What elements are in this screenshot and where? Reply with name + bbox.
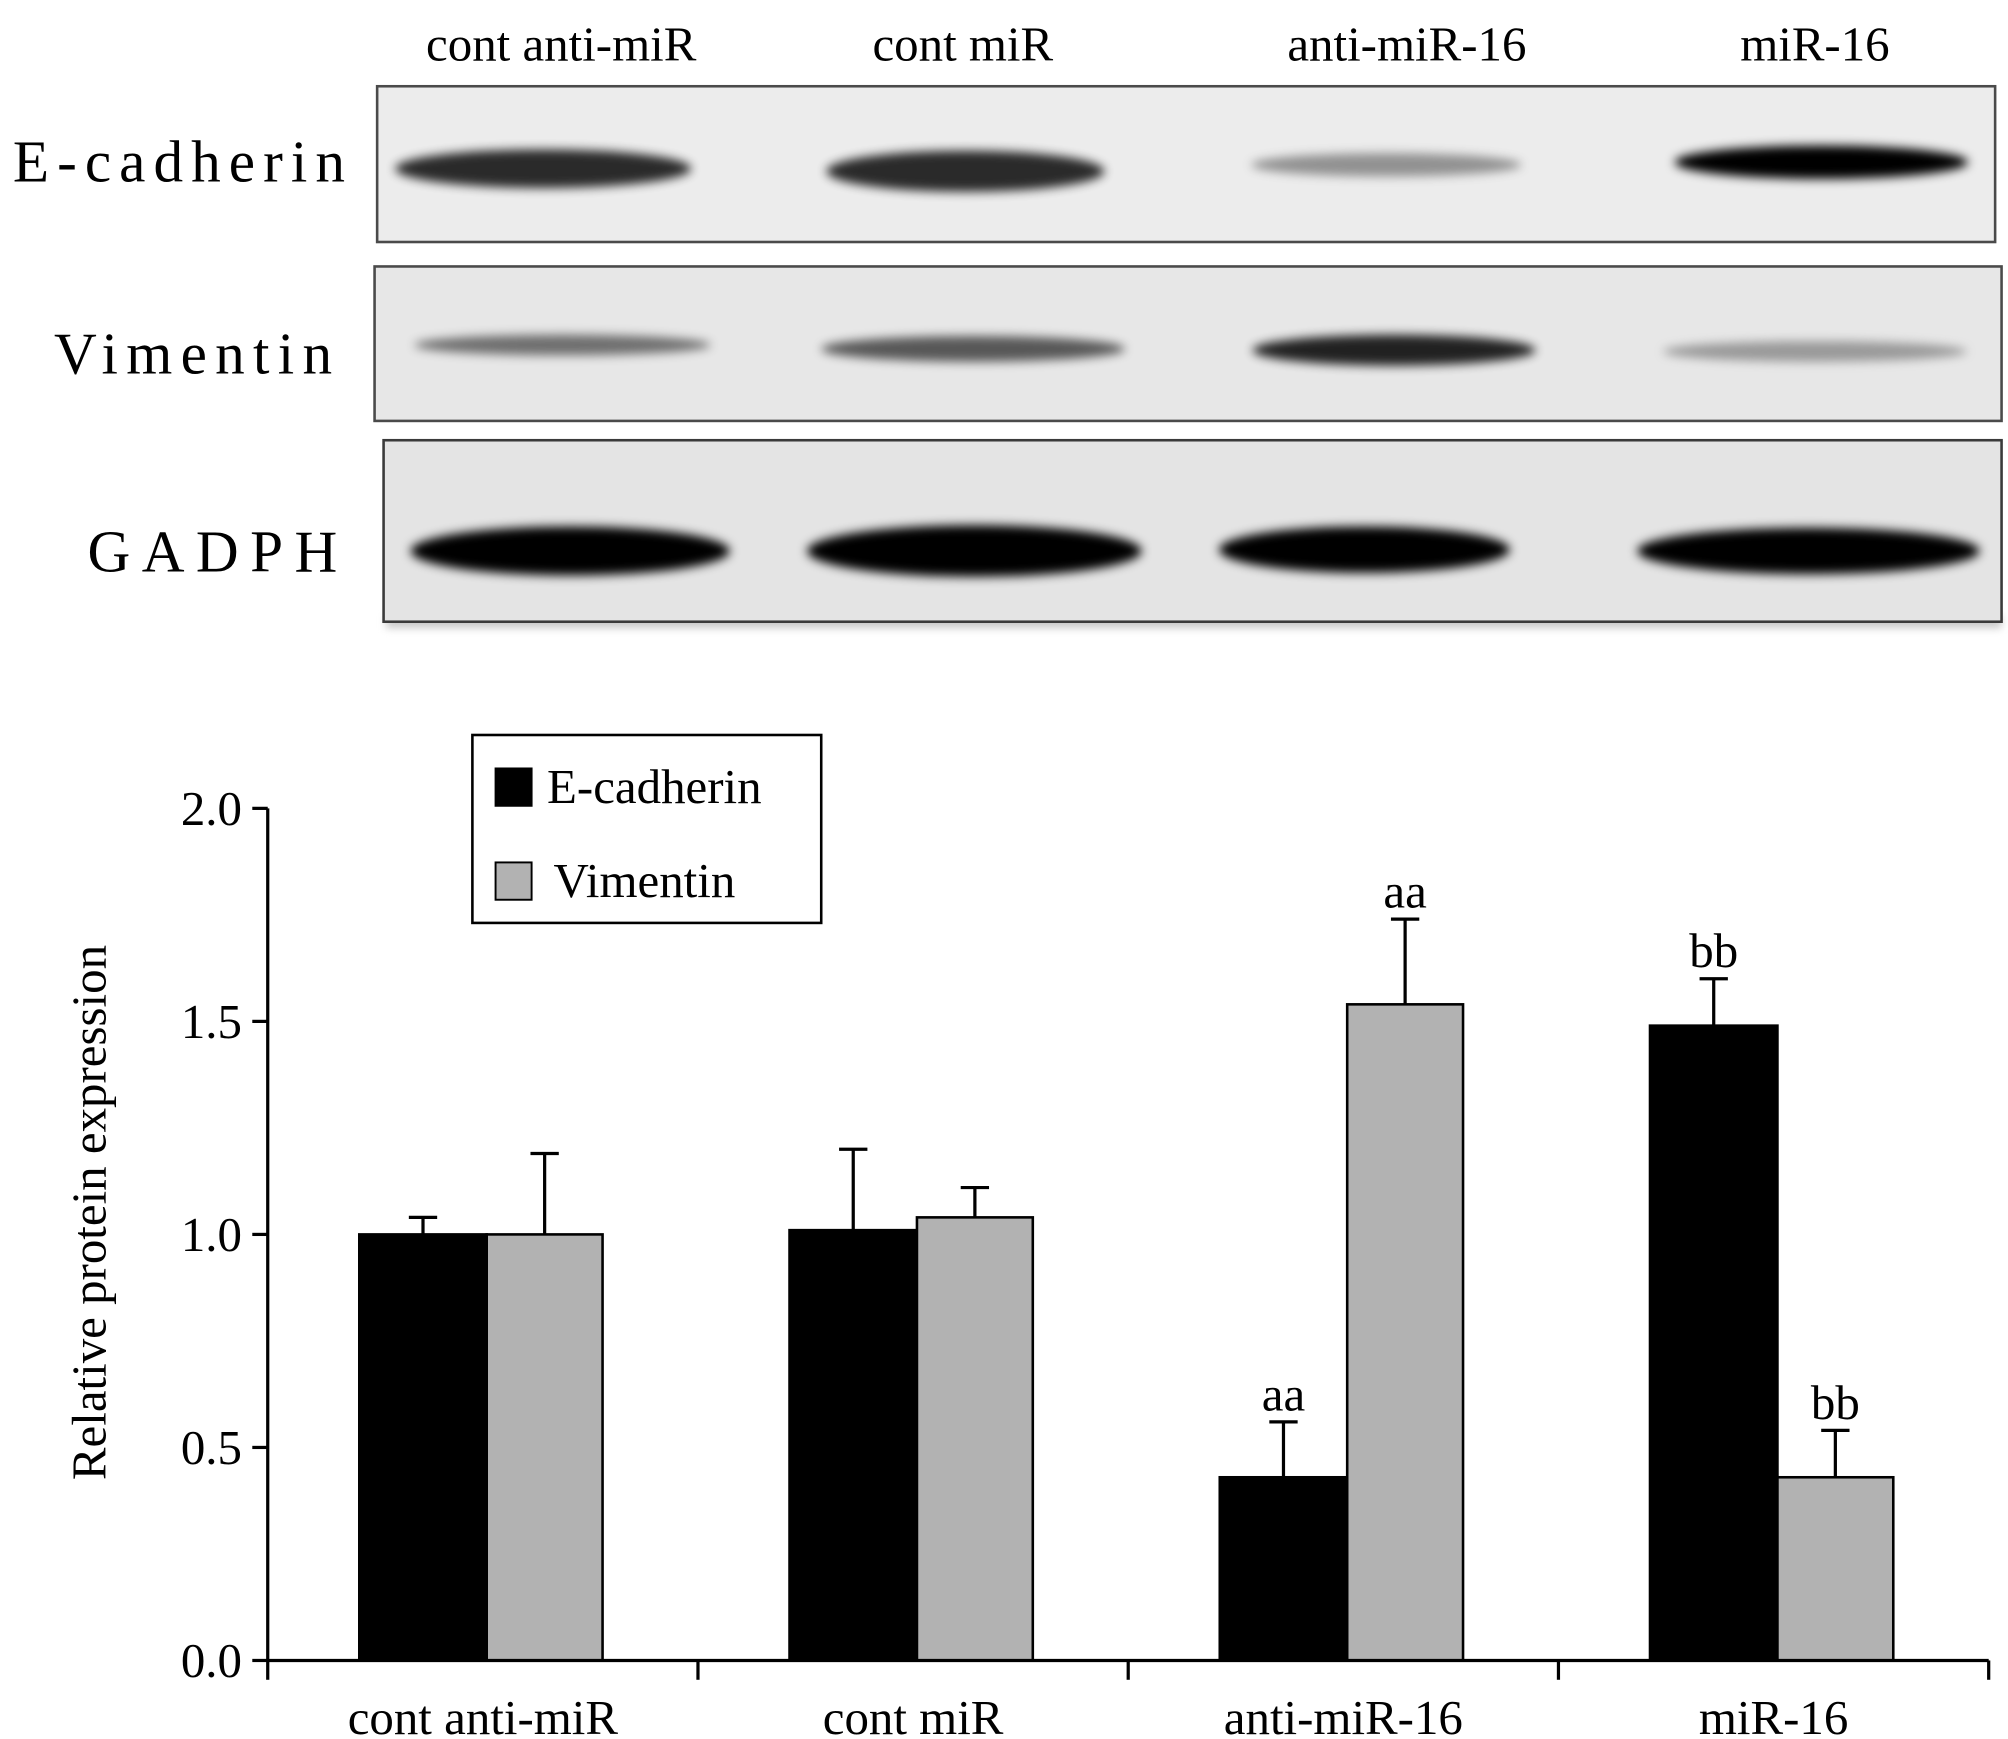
blot-row-label-gadph: GADPH bbox=[88, 519, 338, 585]
legend-swatch-vimentin bbox=[494, 861, 533, 901]
bar-e-cadherin-cont-anti-mir bbox=[357, 1233, 489, 1662]
axis-ticks: 0.0 0.5 1.0 1.5 2.0 cont anti-miR cont miR anti… bbox=[181, 781, 1991, 1739]
blot-lane-label-cont-anti-mir: cont anti-miR bbox=[426, 17, 697, 72]
blot-lane-label-anti-mir-16: anti-miR-16 bbox=[1287, 17, 1526, 72]
e-cadherin-band-lane-2 bbox=[826, 150, 1105, 192]
legend-label-vimentin: Vimentin bbox=[553, 853, 735, 908]
bar-vimentin-mir-16 bbox=[1776, 1475, 1895, 1662]
bar-e-cadherin-cont-mir bbox=[788, 1228, 919, 1662]
significance-label-e-cadherin-anti-mir-16: aa bbox=[1262, 1366, 1306, 1421]
bar-vimentin-cont-anti-mir bbox=[485, 1233, 604, 1662]
vimentin-band-lane-1 bbox=[414, 334, 711, 356]
y-tick-label: 0.5 bbox=[181, 1420, 242, 1475]
y-tick-label: 0.0 bbox=[181, 1633, 242, 1688]
x-tick-label: cont anti-miR bbox=[348, 1690, 619, 1739]
y-axis-label: Relative protein expression bbox=[62, 945, 117, 1480]
vimentin-band-lane-4 bbox=[1663, 341, 1967, 362]
bar-e-cadherin-mir-16 bbox=[1648, 1024, 1779, 1662]
x-tick-label: cont miR bbox=[823, 1690, 1004, 1739]
vimentin-band-lane-3 bbox=[1252, 334, 1536, 366]
x-tick-label: miR-16 bbox=[1699, 1690, 1848, 1739]
gadph-band-lane-3 bbox=[1218, 526, 1510, 573]
vimentin-band-lane-2 bbox=[821, 335, 1125, 362]
significance-label-vimentin-mir-16: bb bbox=[1811, 1375, 1860, 1430]
e-cadherin-band-lane-4 bbox=[1674, 145, 1969, 179]
bar-e-cadherin-anti-mir-16 bbox=[1218, 1475, 1349, 1662]
gadph-band-lane-1 bbox=[410, 526, 730, 576]
y-tick-label: 2.0 bbox=[181, 781, 242, 836]
legend-swatch-e-cadherin bbox=[494, 767, 533, 807]
significance-label-vimentin-anti-mir-16: aa bbox=[1383, 864, 1427, 919]
blot-row-label-e-cadherin: E-cadherin bbox=[13, 129, 345, 195]
y-tick-label: 1.0 bbox=[181, 1207, 242, 1262]
significance-label-e-cadherin-mir-16: bb bbox=[1689, 923, 1738, 978]
bar-vimentin-anti-mir-16 bbox=[1345, 1003, 1465, 1662]
blot-lane-label-mir-16: miR-16 bbox=[1740, 17, 1889, 72]
gadph-band-lane-2 bbox=[807, 525, 1142, 577]
legend: E-cadherin Vimentin bbox=[471, 733, 823, 925]
legend-label-e-cadherin: E-cadherin bbox=[547, 759, 762, 814]
bar-vimentin-cont-mir bbox=[915, 1216, 1035, 1662]
blot-lane-label-cont-mir: cont miR bbox=[872, 17, 1053, 72]
e-cadherin-band-lane-1 bbox=[395, 149, 692, 188]
western-blot: cont anti-miR cont miR anti-miR-16 miR-1… bbox=[13, 17, 2003, 629]
x-tick-label: anti-miR-16 bbox=[1224, 1690, 1463, 1739]
gadph-band-lane-4 bbox=[1637, 527, 1980, 575]
e-cadherin-band-lane-3 bbox=[1251, 153, 1522, 177]
y-tick-label: 1.5 bbox=[181, 994, 242, 1049]
bar-chart: Relative protein expression aa bb aa bb 0.0… bbox=[62, 733, 1991, 1739]
bar-series: aa bb aa bb bbox=[357, 864, 1895, 1662]
blot-row-label-vimentin: Vimentin bbox=[54, 320, 332, 386]
